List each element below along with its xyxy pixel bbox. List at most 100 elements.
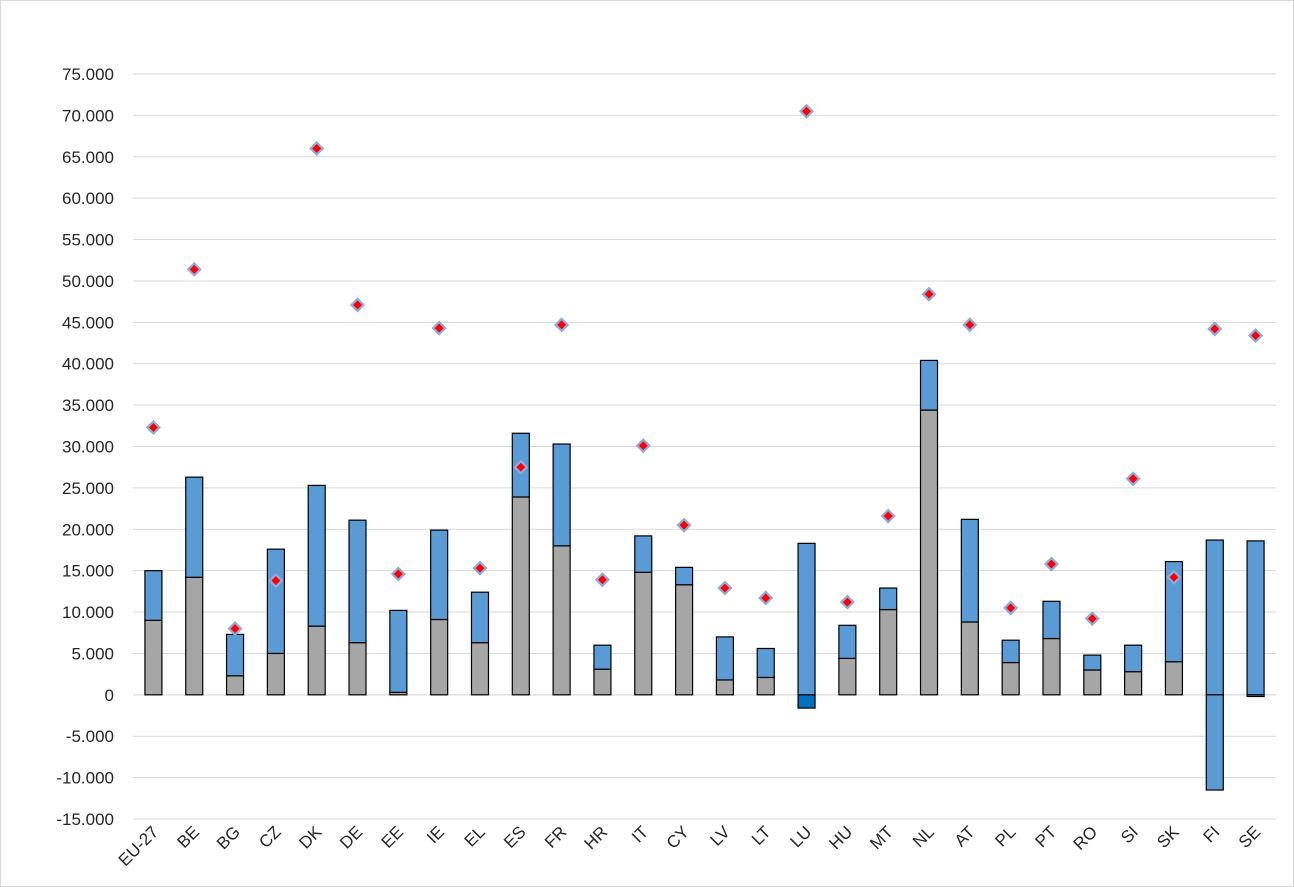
bar-base [225,675,245,696]
marker-point [676,517,692,533]
bar-top [1083,654,1102,671]
y-tick-label: 60.000 [62,189,114,208]
marker-point [186,261,202,277]
bar-base [593,668,612,696]
bar-base [1124,671,1143,696]
bar-base [266,652,285,696]
bar-top [389,609,408,693]
x-tick-label: EL [461,822,489,850]
x-tick-label: HR [580,822,611,853]
bar-base [552,545,571,696]
x-tick-label: DE [336,822,366,852]
marker-point [472,560,488,576]
x-tick-label: DK [295,822,326,853]
marker-point [1125,471,1141,487]
marker-point [390,566,406,582]
bar-base [756,676,775,696]
bar-top [225,633,245,677]
bar-base [144,619,163,696]
marker-point [798,103,815,119]
bar-base [1083,669,1102,696]
y-tick-label: 15.000 [62,562,114,581]
bar-top [1001,639,1020,664]
marker-point [513,459,529,475]
x-tick-label: IE [423,822,448,847]
y-tick-label: -15.000 [56,810,114,829]
bar-top [1164,560,1184,663]
x-tick-label: BG [213,822,244,853]
bar-base [634,571,653,696]
x-tick-label: MT [866,822,897,853]
marker-point [839,594,855,610]
bar-top [144,570,163,621]
x-tick-label: LU [787,822,816,851]
x-tick-label: AT [951,822,979,850]
bar-top [185,476,204,578]
bar-top [1246,540,1265,696]
bar-top [674,566,694,586]
x-tick-label: NL [909,822,938,851]
bar-base [307,625,326,696]
marker-point [431,320,447,336]
marker-point [880,508,896,524]
bar-top [348,519,367,644]
bar-top [634,535,653,573]
bar-top [715,636,735,681]
y-tick-label: 55.000 [62,231,114,250]
y-tick-label: 20.000 [62,520,114,539]
bar-base [1001,661,1020,696]
bar-top [430,529,449,621]
y-tick-label: 30.000 [62,438,114,457]
marker-point [1166,569,1182,585]
marker-point [758,590,774,606]
marker-point [309,140,325,157]
y-tick-label: 0 [105,686,114,705]
marker-point [1003,600,1019,616]
bar-base [348,642,367,696]
marker-point [962,317,978,333]
marker-point [1248,328,1264,344]
gridlines [133,73,1276,820]
bar-top [593,644,612,670]
bar-top [838,624,857,660]
x-tick-label: CZ [255,822,284,851]
x-tick-label: IT [628,822,652,846]
marker-point [1043,556,1060,572]
bar-base [185,576,204,696]
y-tick-label: 35.000 [62,396,114,415]
bar-base [1042,637,1061,696]
bar-base [838,657,857,696]
bar-top [307,484,326,627]
marker-point [349,297,366,313]
x-axis: EU-27 BE BG CZ DK DE EE IE EL ES FR HR IT CY LV LT LU HU M… [115,822,1265,870]
x-tick-label: SI [1117,822,1142,847]
y-tick-label: 10.000 [62,603,114,622]
bar-base [715,679,735,696]
marker-point [227,621,243,637]
marker-point [635,438,651,454]
bar-base [879,608,898,696]
y-tick-label: 5.000 [71,644,114,663]
y-tick-label: 70.000 [62,106,114,125]
marker-point [1207,321,1223,337]
bar-base [511,496,530,696]
x-tick-label: BE [174,822,203,851]
y-tick-label: 40.000 [62,355,114,374]
bar-top [1042,600,1061,640]
y-tick-label: 25.000 [62,479,114,498]
x-tick-label: RO [1070,822,1101,853]
y-tick-label: -10.000 [56,769,114,788]
bar-top [797,542,816,696]
marker-point [1084,611,1100,627]
bar-base [960,621,979,696]
marker-point [145,419,161,436]
marker-point [268,573,284,589]
marker-point [594,572,611,588]
bar-base [1164,661,1184,696]
x-tick-label: PL [991,822,1019,850]
x-tick-label: CY [663,822,693,852]
x-tick-label: LV [706,822,734,850]
y-axis: 75.000 70.000 65.000 60.000 55.000 50.000 45.0… [56,65,114,829]
